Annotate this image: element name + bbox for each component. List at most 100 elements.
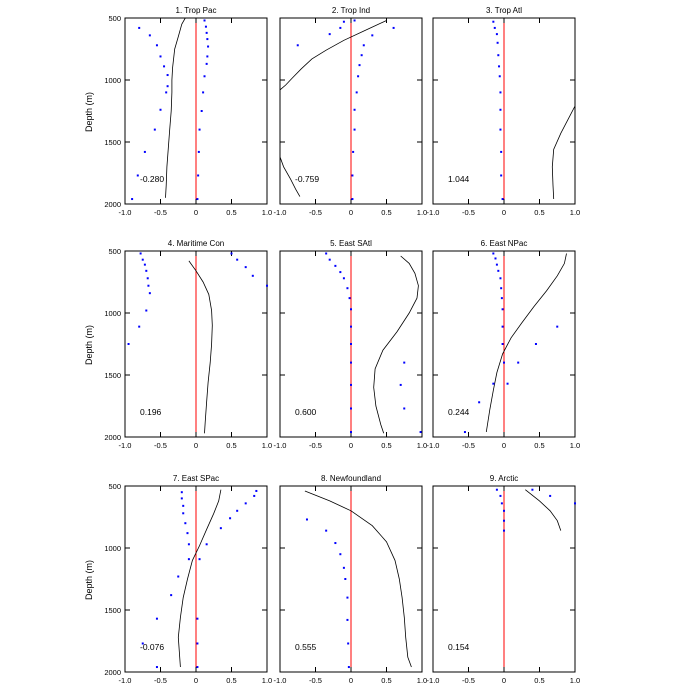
data-point [159, 55, 162, 58]
x-tick-label: 0.5 [226, 208, 236, 217]
data-point [328, 33, 331, 36]
x-tick-label: -0.5 [462, 208, 475, 217]
data-point [153, 128, 156, 131]
data-point [574, 502, 576, 505]
x-tick-label: -0.5 [309, 208, 322, 217]
panel-title: 4. Maritime Con [168, 239, 224, 248]
data-point [196, 642, 199, 645]
x-tick-label: -1.0 [427, 441, 440, 450]
x-tick-label: 0 [502, 676, 506, 685]
panel-5: 5. East SAtl -1.0 -0.5 0 0.5 1.0 0.600 [274, 239, 428, 450]
data-point [200, 110, 203, 112]
x-tick-label: -1.0 [119, 441, 132, 450]
data-point [131, 198, 134, 201]
data-point [346, 618, 349, 621]
data-point [498, 65, 501, 68]
x-tick-label: -0.5 [309, 441, 322, 450]
data-point [255, 489, 258, 492]
ylabel-row-1: Depth (m) [84, 92, 94, 132]
model-curve [525, 489, 562, 531]
data-point [203, 19, 206, 22]
data-point [325, 252, 328, 255]
data-point [348, 297, 351, 300]
data-point [503, 509, 505, 512]
x-tick-label: 1.0 [262, 676, 272, 685]
data-point [531, 488, 534, 491]
y-tick-label: 500 [108, 482, 121, 491]
data-point [325, 529, 328, 532]
data-point [556, 325, 559, 328]
data-point [500, 297, 503, 300]
data-point [236, 509, 239, 512]
data-point [495, 263, 498, 266]
data-point [403, 407, 406, 410]
panel-1: 1. Trop Pac -1.0 -0.5 0 0.5 1.0 500 1000 1500 200… [104, 6, 272, 217]
data-point [344, 578, 347, 580]
x-tick-label: -0.5 [154, 208, 167, 217]
x-tick-label: 1.0 [262, 208, 272, 217]
data-point [492, 20, 495, 23]
panel-8: 8. Newfoundland -1.0 -0.5 0 0.5 1.0 0.555 [274, 474, 428, 685]
correlation-label: 0.154 [448, 642, 470, 652]
data-point [197, 150, 200, 153]
data-point [180, 491, 183, 494]
data-point [296, 44, 299, 47]
panel-4: 4. Maritime Con -1.0 -0.5 0 0.5 1.0 500 1000 150… [104, 239, 272, 450]
x-tick-label: 1.0 [262, 441, 272, 450]
data-point [182, 512, 185, 515]
data-point [186, 532, 189, 535]
x-tick-label: 0 [349, 208, 353, 217]
data-point [196, 666, 199, 669]
data-point [205, 543, 208, 546]
data-point [229, 517, 232, 520]
data-point [166, 74, 169, 77]
y-tick-label: 2000 [104, 200, 121, 209]
data-point [346, 287, 349, 290]
data-point [403, 361, 406, 364]
x-tick-label: -0.5 [154, 441, 167, 450]
data-point [492, 252, 495, 255]
data-point [478, 401, 481, 404]
data-point [362, 44, 365, 47]
x-tick-label: -1.0 [119, 208, 132, 217]
panels-group: 1. Trop Pac -1.0 -0.5 0 0.5 1.0 500 1000 1500 200… [104, 6, 580, 685]
data-point [206, 55, 209, 58]
data-point [251, 274, 254, 277]
data-point [494, 257, 497, 260]
data-point [187, 558, 190, 561]
data-point [463, 431, 466, 434]
data-point [351, 174, 354, 177]
model-curve [280, 20, 387, 91]
data-point [207, 45, 210, 48]
correlation-label: 0.555 [295, 642, 317, 652]
panel-3: 3. Trop Atl -1.0 -0.5 0 0.5 1.0 1.044 [427, 6, 581, 217]
data-point [495, 488, 498, 491]
data-point [496, 41, 499, 44]
model-curve [177, 489, 222, 668]
data-point [346, 596, 349, 599]
x-tick-label: 0.5 [381, 208, 391, 217]
data-point [353, 19, 356, 22]
panel-title: 7. East SPac [173, 474, 219, 483]
panel-7: 7. East SPac -1.0 -0.5 0 0.5 1.0 500 1000 1500 20… [104, 474, 272, 685]
data-point [501, 325, 504, 328]
data-point [360, 54, 363, 57]
correlation-label: 0.196 [140, 407, 162, 417]
y-tick-label: 1500 [104, 371, 121, 380]
model-curve [551, 105, 575, 200]
correlation-label: 0.600 [295, 407, 317, 417]
data-point [350, 308, 352, 311]
data-point [187, 543, 190, 546]
data-point [155, 617, 158, 620]
y-tick-label: 1000 [104, 544, 121, 553]
data-point [165, 91, 168, 94]
data-point [334, 264, 337, 267]
data-point [145, 269, 148, 272]
panel-title: 6. East NPac [481, 239, 528, 248]
data-point [353, 128, 356, 131]
data-point [139, 252, 142, 255]
data-point [500, 174, 503, 177]
data-point [203, 75, 206, 78]
data-point [499, 108, 502, 111]
